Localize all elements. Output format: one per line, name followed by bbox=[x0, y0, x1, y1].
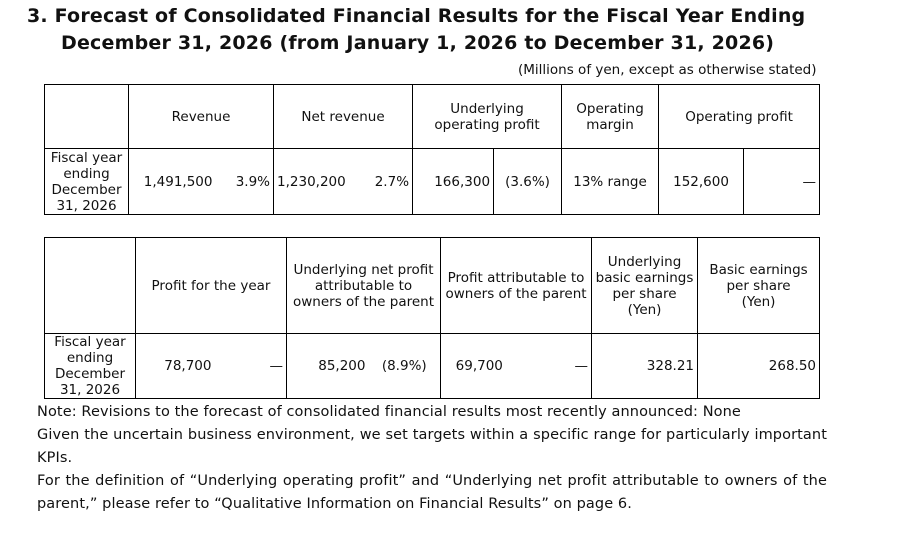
header-empty-cell bbox=[44, 84, 129, 149]
note-uncertain-environment: Given the uncertain business environment… bbox=[37, 427, 827, 466]
forecast-table-operating: Revenue Net revenue Underlying operating … bbox=[44, 84, 821, 215]
profit-owners-change: — bbox=[517, 333, 593, 399]
header-basic-eps: Basic earnings per share (Yen) bbox=[697, 237, 821, 334]
unit-note: (Millions of yen, except as otherwise st… bbox=[518, 62, 817, 78]
header-profit-attributable: Profit attributable to owners of the pare… bbox=[440, 237, 593, 334]
forecast-table-profit: Profit for the year Underlying net profi… bbox=[44, 237, 821, 399]
header-revenue: Revenue bbox=[127, 84, 275, 149]
note-definitions: For the definition of “Underlying operat… bbox=[37, 473, 827, 512]
row-label-fiscal-year: Fiscal year ending December 31, 2026 bbox=[44, 333, 136, 399]
underlying-eps-value: 328.21 bbox=[591, 333, 699, 399]
section-heading-line1: 3. Forecast of Consolidated Financial Re… bbox=[27, 5, 806, 27]
operating-profit-value: 152,600 bbox=[658, 148, 744, 215]
header-empty-cell bbox=[44, 237, 136, 334]
profit-year-change: — bbox=[214, 333, 287, 399]
header-underlying-eps: Underlying basic earnings per share (Yen) bbox=[591, 237, 699, 334]
net-revenue-value: 1,230,200 bbox=[273, 148, 349, 215]
profit-year-value: 78,700 bbox=[135, 333, 215, 399]
section-heading-line2: December 31, 2026 (from January 1, 2026 … bbox=[61, 32, 775, 54]
underlying-net-change: (8.9%) bbox=[368, 333, 442, 399]
header-operating-margin: Operating margin bbox=[561, 84, 660, 149]
operating-profit-change: — bbox=[743, 148, 821, 215]
underlying-net-value: 85,200 bbox=[286, 333, 369, 399]
basic-eps-value: 268.50 bbox=[697, 333, 821, 399]
revenue-value: 1,491,500 bbox=[128, 148, 216, 215]
profit-owners-value: 69,700 bbox=[440, 333, 518, 399]
header-underlying-operating-profit: Underlying operating profit bbox=[412, 84, 563, 149]
header-net-revenue: Net revenue bbox=[273, 84, 414, 149]
row-label-fiscal-year: Fiscal year ending December 31, 2026 bbox=[44, 148, 129, 215]
note-revisions: Note: Revisions to the forecast of conso… bbox=[37, 404, 741, 420]
header-profit-for-year: Profit for the year bbox=[135, 237, 287, 334]
header-operating-profit: Operating profit bbox=[658, 84, 821, 149]
revenue-change: 3.9% bbox=[215, 148, 275, 215]
net-revenue-change: 2.7% bbox=[348, 148, 414, 215]
underlying-op-change: (3.6%) bbox=[493, 148, 563, 215]
header-underlying-net-profit: Underlying net profit attributable to owne… bbox=[285, 237, 442, 334]
underlying-op-value: 166,300 bbox=[412, 148, 495, 215]
operating-margin-value: 13% range bbox=[561, 148, 660, 215]
